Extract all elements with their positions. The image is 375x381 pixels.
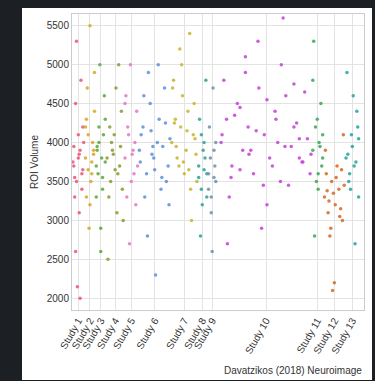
svg-text:Study 10: Study 10	[243, 316, 272, 356]
svg-text:2000: 2000	[47, 293, 70, 304]
svg-text:3000: 3000	[47, 215, 70, 226]
svg-text:5000: 5000	[47, 59, 70, 70]
svg-text:Study 4: Study 4	[95, 316, 122, 351]
svg-text:Study 5: Study 5	[111, 316, 138, 351]
svg-text:Study 9: Study 9	[192, 316, 219, 351]
svg-text:4000: 4000	[47, 137, 70, 148]
svg-text:Study 3: Study 3	[80, 316, 107, 351]
svg-text:ROI Volume: ROI Volume	[29, 135, 40, 189]
svg-text:Study 11: Study 11	[294, 316, 323, 355]
svg-text:Study 7: Study 7	[164, 316, 191, 351]
svg-text:4500: 4500	[47, 98, 70, 109]
svg-text:Study 13: Study 13	[329, 316, 358, 356]
svg-text:Study 1: Study 1	[58, 316, 85, 351]
svg-text:Study 8: Study 8	[182, 316, 209, 351]
svg-text:3500: 3500	[47, 176, 70, 187]
svg-text:2500: 2500	[47, 254, 70, 265]
svg-text:Davatzikos (2018) Neuroimage: Davatzikos (2018) Neuroimage	[224, 365, 362, 376]
svg-text:Study 2: Study 2	[70, 316, 97, 351]
svg-text:Study 6: Study 6	[134, 316, 161, 351]
svg-text:5500: 5500	[47, 20, 70, 31]
svg-text:Study 12: Study 12	[311, 316, 340, 356]
